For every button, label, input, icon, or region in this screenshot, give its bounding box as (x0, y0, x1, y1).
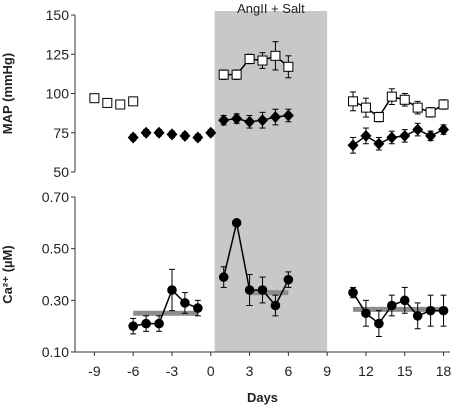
bottom-y-axis-label: Ca²⁺ (µM) (0, 245, 15, 303)
top-y-tick-label: 125 (46, 46, 70, 62)
filled-circle-point (128, 321, 138, 331)
filled-diamond-point (347, 139, 359, 152)
open-square-point (128, 96, 139, 107)
filled-diamond-point (282, 109, 294, 122)
open-square-point (231, 69, 242, 80)
filled-diamond-point (438, 123, 450, 136)
filled-circle-point (438, 305, 449, 316)
open-square-point (115, 99, 126, 110)
filled-circle-point (348, 287, 358, 298)
open-square-point (89, 93, 100, 104)
filled-circle-point (141, 318, 151, 329)
top-y-tick-label: 150 (46, 7, 70, 23)
open-square-point (270, 50, 281, 61)
x-tick-label: 9 (323, 363, 331, 379)
top-y-tick-label: 50 (53, 164, 69, 180)
filled-circle-point (231, 218, 242, 228)
x-tick-label: -6 (127, 363, 140, 379)
open-square-point (412, 102, 423, 113)
filled-circle-point (374, 318, 384, 329)
filled-circle-point (412, 311, 423, 321)
x-axis-label: Days (247, 390, 278, 405)
filled-diamond-point (269, 111, 281, 124)
filled-circle-point (270, 300, 281, 311)
x-tick-label: -3 (166, 363, 179, 379)
open-square-point (257, 55, 268, 66)
x-tick-label: 0 (207, 363, 215, 379)
open-square-point (102, 97, 113, 108)
bottom-y-tick-label: 0.30 (42, 292, 69, 308)
open-square-point (218, 69, 229, 80)
filled-diamond-point (257, 114, 268, 127)
top-y-tick-label: 100 (46, 86, 70, 102)
open-square-point (438, 99, 449, 110)
filled-circle-point (154, 318, 164, 329)
open-square-point (283, 61, 294, 72)
x-tick-label: 3 (246, 363, 254, 379)
filled-circle-point (425, 305, 436, 316)
filled-diamond-point (386, 131, 398, 144)
bottom-y-tick-label: 0.50 (42, 241, 69, 257)
filled-diamond-point (205, 126, 217, 139)
filled-diamond-point (153, 126, 165, 139)
data-layer (89, 41, 450, 337)
x-tick-label: -9 (88, 363, 101, 379)
filled-diamond-point (425, 129, 437, 142)
filled-circle-point (283, 274, 294, 285)
filled-circle-point (180, 298, 190, 308)
x-tick-label: 18 (436, 363, 452, 379)
filled-diamond-point (192, 131, 204, 144)
filled-diamond-point (360, 129, 372, 142)
open-square-point (244, 53, 255, 64)
top-y-axis-label: MAP (mmHg) (0, 53, 15, 134)
filled-circle-point (399, 295, 410, 306)
filled-diamond-point (399, 129, 411, 142)
open-square-point (360, 102, 371, 113)
open-square-point (348, 96, 359, 107)
filled-diamond-point (140, 126, 152, 139)
x-tick-label: 6 (284, 363, 292, 379)
filled-diamond-point (412, 123, 424, 136)
bottom-y-tick-label: 0.10 (42, 344, 69, 360)
top-y-tick-label: 75 (53, 125, 69, 141)
open-square-point (399, 94, 410, 105)
open-square-point (425, 107, 436, 118)
x-tick-label: 15 (397, 363, 413, 379)
filled-circle-point (387, 300, 397, 311)
filled-circle-point (244, 285, 255, 295)
x-tick-label: 12 (358, 363, 374, 379)
bottom-y-tick-label: 0.70 (42, 189, 69, 205)
open-square-point (373, 112, 384, 123)
filled-diamond-point (244, 115, 256, 128)
axes-layer: 50 75 100 125 150 0.10 0.30 0.50 0.70 -9 -6 -3 0 3 6 9 1… (42, 7, 452, 379)
filled-circle-point (218, 272, 229, 282)
series-line (222, 222, 290, 307)
filled-circle-point (257, 285, 268, 295)
filled-diamond-point (127, 131, 139, 144)
filled-diamond-point (373, 137, 385, 150)
filled-diamond-point (218, 114, 230, 127)
filled-diamond-point (166, 128, 178, 141)
shaded-region-label: AngII + Salt (237, 1, 305, 16)
open-square-point (386, 91, 397, 102)
filled-circle-point (193, 303, 203, 313)
shaded-region (214, 11, 328, 352)
filled-diamond-point (231, 112, 243, 125)
filled-diamond-point (179, 129, 191, 142)
filled-circle-point (167, 285, 177, 295)
filled-circle-point (361, 308, 371, 319)
